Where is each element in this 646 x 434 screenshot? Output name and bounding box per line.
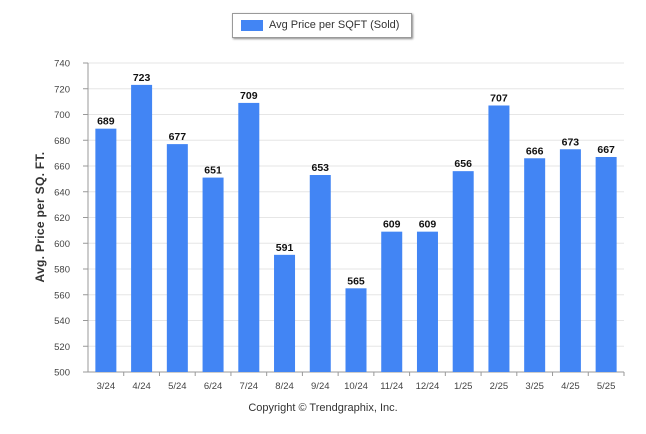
bar — [416, 231, 438, 372]
x-tick-label: 9/24 — [311, 381, 330, 392]
y-tick-label: 520 — [54, 342, 70, 353]
x-tick-label: 5/24 — [168, 381, 187, 392]
x-tick-label: 4/25 — [561, 381, 580, 392]
y-tick-label: 600 — [54, 239, 70, 250]
x-tick-label: 6/24 — [204, 381, 223, 392]
bar — [345, 288, 367, 372]
bar — [524, 158, 546, 372]
x-tick-label: 7/24 — [240, 381, 259, 392]
data-label: 723 — [133, 72, 151, 84]
legend-label: Avg Price per SQFT (Sold) — [269, 19, 400, 31]
x-tick-label: 5/25 — [597, 381, 616, 392]
y-tick-label: 660 — [54, 162, 70, 173]
copyright-footer: Copyright © Trendgraphix, Inc. — [248, 402, 398, 414]
data-label: 673 — [562, 136, 580, 148]
y-tick-label: 560 — [54, 290, 70, 301]
x-tick-label: 8/24 — [275, 381, 294, 392]
data-label: 651 — [204, 165, 222, 177]
x-tick-label: 12/24 — [416, 381, 440, 392]
legend: Avg Price per SQFT (Sold) — [232, 13, 412, 38]
data-label: 667 — [597, 144, 615, 156]
bar — [131, 84, 153, 372]
y-tick-label: 500 — [54, 368, 70, 379]
y-tick-label: 640 — [54, 187, 70, 198]
y-tick-label: 720 — [54, 84, 70, 95]
data-label: 609 — [383, 219, 401, 231]
data-label: 656 — [454, 158, 472, 170]
bar — [202, 177, 224, 372]
bar — [309, 175, 331, 372]
x-tick-label: 3/25 — [525, 381, 544, 392]
bar — [488, 105, 510, 373]
y-axis-label: Avg. Price per SQ. FT. — [33, 151, 47, 283]
bar — [559, 149, 581, 372]
x-tick-label: 2/25 — [490, 381, 509, 392]
legend-swatch — [241, 20, 263, 31]
data-label: 653 — [312, 162, 330, 174]
data-label: 709 — [240, 90, 258, 102]
data-label: 666 — [526, 145, 544, 157]
data-label: 591 — [276, 242, 294, 254]
data-label: 609 — [419, 219, 437, 231]
y-tick-label: 540 — [54, 316, 70, 327]
x-tick-label: 11/24 — [380, 381, 403, 392]
bar — [452, 171, 474, 372]
y-tick-label: 700 — [54, 110, 70, 121]
data-label: 689 — [97, 116, 115, 128]
bar — [381, 231, 403, 372]
bar — [166, 144, 188, 372]
y-tick-label: 620 — [54, 213, 70, 224]
x-tick-label: 10/24 — [344, 381, 368, 392]
y-tick-label: 680 — [54, 136, 70, 147]
bar — [95, 128, 117, 372]
bar — [274, 254, 296, 372]
bar — [238, 102, 260, 372]
data-label: 707 — [490, 92, 508, 104]
x-tick-label: 4/24 — [132, 381, 151, 392]
x-tick-label: 1/25 — [454, 381, 473, 392]
y-tick-label: 580 — [54, 265, 70, 276]
y-tick-label: 740 — [54, 59, 70, 70]
data-label: 677 — [169, 131, 187, 143]
x-tick-label: 3/24 — [97, 381, 116, 392]
bar — [595, 156, 617, 372]
data-label: 565 — [347, 275, 365, 287]
